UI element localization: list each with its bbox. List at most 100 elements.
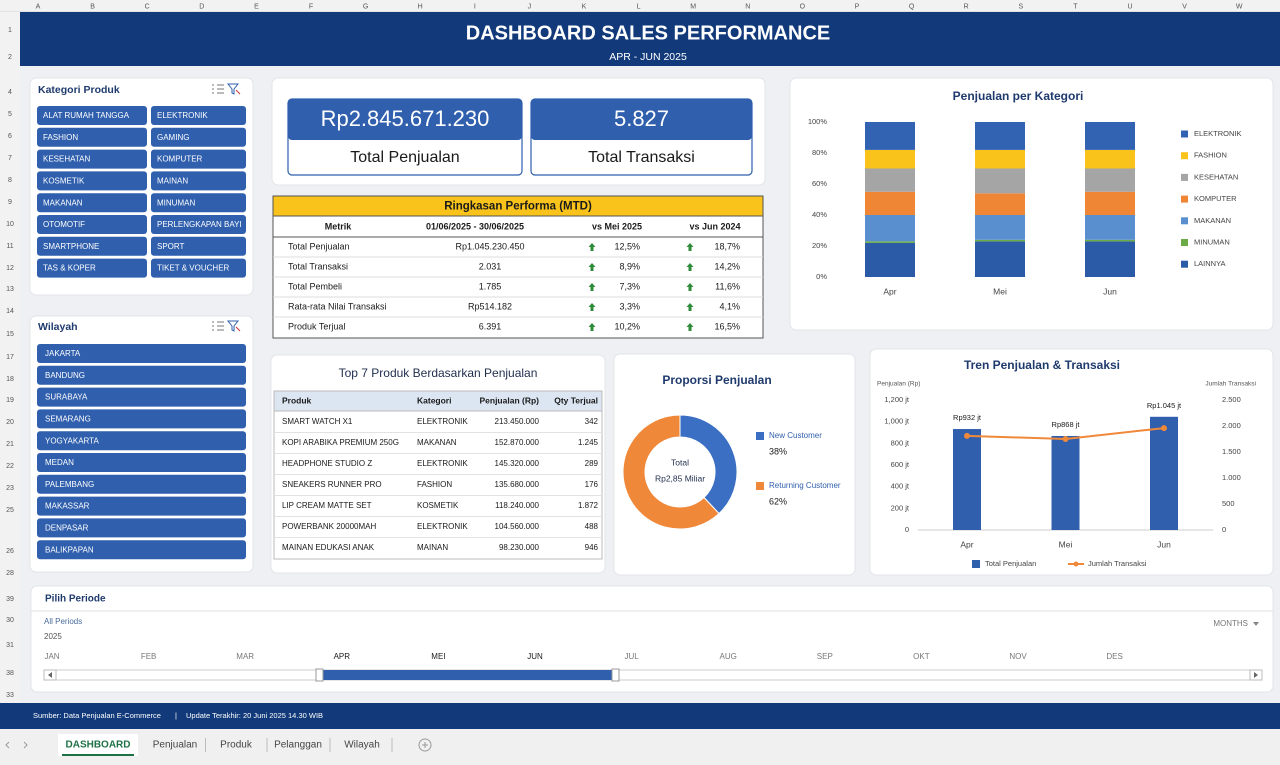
timeline-month[interactable]: MAR [236, 652, 254, 661]
slicer-button[interactable] [37, 474, 246, 494]
slicer-button[interactable] [151, 193, 246, 213]
stacked-bar-segment [865, 168, 915, 192]
stacked-bar-segment [975, 149, 1025, 169]
clear-filter-icon[interactable] [226, 83, 240, 95]
slicer-button[interactable] [151, 106, 246, 125]
icon-line [235, 89, 241, 95]
slicer-button[interactable] [37, 215, 147, 234]
slicer-item[interactable]: SURABAYA [45, 393, 88, 402]
slicer-item[interactable]: BANDUNG [45, 371, 85, 380]
slicer-button[interactable] [37, 106, 147, 125]
slicer-item[interactable]: KESEHATAN [43, 155, 90, 164]
slicer-item[interactable]: MAINAN [157, 177, 188, 186]
slicer-button[interactable] [37, 258, 147, 278]
slicer-item[interactable]: ALAT RUMAH TANGGA [43, 111, 130, 120]
slicer-item[interactable]: PALEMBANG [45, 480, 94, 489]
row-header: 9 [8, 199, 12, 206]
slicer-item[interactable]: SMARTPHONE [43, 242, 99, 251]
timeline-month[interactable]: JUL [624, 652, 639, 661]
stacked-bar-segment [1085, 239, 1135, 242]
slicer-item[interactable]: GAMING [157, 133, 189, 142]
sheet-tab[interactable]: Pelanggan [274, 740, 322, 751]
legend-label: New Customer [769, 431, 822, 440]
timeline-month[interactable]: JUN [527, 652, 543, 661]
sheet-tab[interactable]: DASHBOARD [66, 740, 131, 751]
slicer-button[interactable] [37, 127, 147, 147]
slicer-item[interactable]: BALIKPAPAN [45, 545, 94, 554]
slicer-button[interactable] [151, 258, 246, 278]
legend-swatch [1181, 130, 1188, 138]
dropdown-caret[interactable] [1253, 622, 1259, 626]
slicer-item[interactable]: MEDAN [45, 458, 74, 467]
slicer-button[interactable] [151, 171, 246, 191]
slicer-button[interactable] [37, 518, 246, 538]
timeline-selection[interactable] [319, 670, 615, 680]
slicer-item[interactable]: FASHION [43, 133, 78, 142]
row-header: 15 [6, 331, 14, 338]
slicer-button[interactable] [151, 236, 246, 256]
slicer-item[interactable]: DENPASAR [45, 524, 89, 533]
nav-arrow[interactable] [23, 741, 28, 749]
nav-arrow[interactable] [5, 741, 10, 749]
data-label: 62% [769, 496, 787, 506]
cell: Total Penjualan [288, 241, 350, 251]
timeline-month[interactable]: FEB [141, 652, 157, 661]
timeline-month[interactable]: MEI [431, 652, 445, 661]
y-tick-label: 20% [812, 241, 827, 250]
slicer-button[interactable] [37, 171, 147, 191]
slicer-button[interactable] [37, 344, 246, 363]
slicer-button[interactable] [37, 496, 246, 516]
slicer-item[interactable]: SEMARANG [45, 415, 91, 424]
slicer-item[interactable]: OTOMOTIF [43, 220, 85, 229]
slicer-button[interactable] [37, 149, 147, 169]
timeline-month[interactable]: AUG [720, 652, 737, 661]
slicer-button[interactable] [37, 365, 246, 385]
timeline-month[interactable]: NOV [1009, 652, 1027, 661]
slicer-item[interactable]: JAKARTA [45, 349, 81, 358]
selection-handle[interactable] [611, 668, 620, 682]
active-tab[interactable] [58, 734, 138, 756]
slicer-item[interactable]: KOMPUTER [157, 155, 203, 164]
sheet-tab[interactable]: Penjualan [153, 740, 197, 751]
period-panel [30, 585, 1274, 693]
slicer-button[interactable] [151, 149, 246, 169]
slicer-button[interactable] [37, 387, 246, 407]
timeline-month[interactable]: APR [334, 652, 351, 661]
row-header: 38 [6, 670, 14, 677]
sheet-tab[interactable]: Produk [220, 740, 253, 751]
slicer-button[interactable] [37, 431, 246, 451]
y2-tick-label: 500 [1222, 499, 1235, 508]
timeline-month[interactable]: DES [1106, 652, 1122, 661]
slicer-item[interactable]: SPORT [157, 242, 185, 251]
kpi-value: 5.827 [614, 106, 669, 131]
slicer-item[interactable]: MINUMAN [157, 198, 195, 207]
sheet-tab[interactable]: Wilayah [344, 740, 380, 751]
slicer-item[interactable]: YOGYAKARTA [45, 436, 99, 445]
x-tick-label: Jun [1157, 539, 1171, 549]
slicer-item[interactable]: KOSMETIK [43, 177, 85, 186]
slicer-button[interactable] [37, 236, 147, 256]
slicer-item[interactable]: TAS & KOPER [43, 264, 96, 273]
slicer-button[interactable] [37, 409, 246, 429]
slicer-item[interactable]: TIKET & VOUCHER [157, 264, 230, 273]
slicer-item[interactable]: MAKASSAR [45, 502, 90, 511]
row-header: 6 [8, 133, 12, 140]
slicer-item[interactable]: MAKANAN [43, 198, 83, 207]
clear-filter-icon[interactable] [226, 320, 240, 332]
add-sheet-button[interactable] [418, 738, 432, 752]
timeline-month[interactable]: SEP [817, 652, 833, 661]
slicer-item[interactable]: PERLENGKAPAN BAYI [157, 220, 242, 229]
row-header: 13 [6, 286, 14, 293]
slicer-button[interactable] [151, 215, 246, 234]
slicer-button[interactable] [37, 540, 246, 560]
cell: 1.872 [578, 501, 599, 510]
timeline-unit[interactable]: MONTHS [1213, 619, 1248, 628]
timeline-month[interactable]: JAN [44, 652, 59, 661]
selection-handle[interactable] [315, 668, 324, 682]
slicer-button[interactable] [151, 127, 246, 147]
slicer-button[interactable] [37, 453, 246, 472]
slicer-item[interactable]: ELEKTRONIK [157, 111, 208, 120]
column-header: I [474, 3, 476, 10]
slicer-button[interactable] [37, 193, 147, 213]
timeline-month[interactable]: OKT [913, 652, 930, 661]
